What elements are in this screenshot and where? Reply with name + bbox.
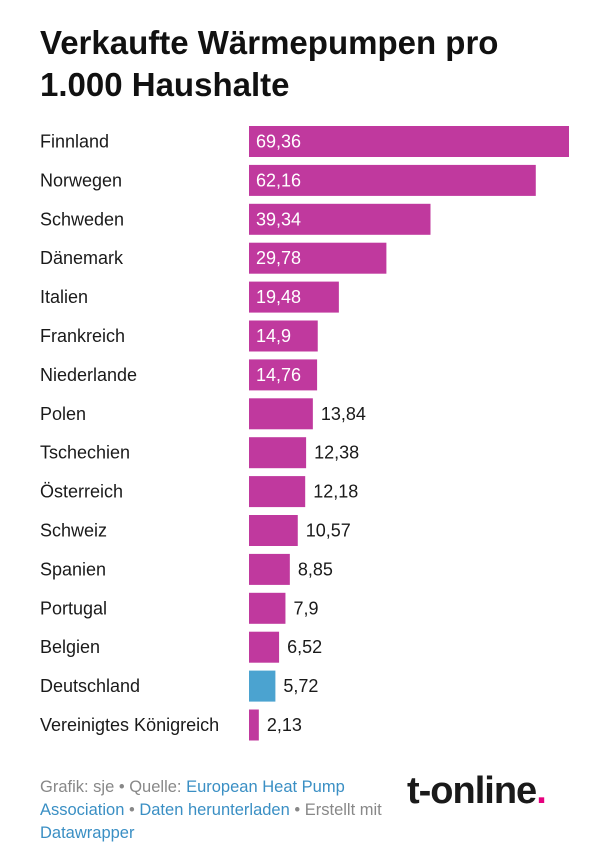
value-label: 12,38 [314,443,359,463]
bar [249,670,276,702]
value-label: 10,57 [306,521,351,541]
value-label: 13,84 [321,404,366,424]
category-label: Belgien [40,637,100,657]
category-label: Vereinigtes Königreich [40,715,219,735]
value-label: 5,72 [283,676,318,696]
bar [249,242,387,274]
category-label: Deutschland [40,676,140,696]
category-label: Schweiz [40,521,107,541]
separator: • [124,801,140,819]
category-label: Portugal [40,598,107,618]
bar [249,203,431,235]
category-label: Finnland [40,132,109,152]
bar [249,515,298,546]
value-label: 7,9 [293,598,318,618]
credit-text: Grafik: sje • Quelle: [40,778,187,796]
datawrapper-link[interactable]: Datawrapper [40,824,135,842]
category-label: Polen [40,404,86,424]
value-label: 6,52 [287,637,322,657]
value-label: 69,36 [256,132,301,152]
source-link[interactable]: European Heat Pump Association [40,778,345,819]
bar [249,709,259,741]
value-label: 29,78 [256,248,301,268]
bar [249,476,306,508]
category-label: Dänemark [40,248,124,268]
created-with-text: • Erstellt mit [289,801,382,819]
bar [249,164,536,196]
t-online-logo: t-online. [407,770,547,813]
bar-chart: Finnland 69,36 Norwegen 62,16 Schweden 39,34 D… [40,126,569,741]
chart-title: Verkaufte Wärmepumpen pro 1.000 Haushalt… [40,24,499,103]
value-label: 19,48 [256,287,301,307]
value-label: 2,13 [267,715,302,735]
category-label: Schweden [40,209,124,229]
bar [249,592,286,624]
category-label: Norwegen [40,170,122,190]
bar [249,553,290,585]
category-label: Frankreich [40,326,125,346]
category-label: Tschechien [40,443,130,463]
category-label: Spanien [40,559,106,579]
bar [249,437,307,469]
category-label: Österreich [40,482,123,502]
value-label: 39,34 [256,209,301,229]
bar [249,398,313,430]
bar [249,631,280,663]
category-label: Niederlande [40,365,137,385]
logo-text: t-online [407,770,537,812]
bar [249,320,318,352]
value-label: 14,9 [256,326,291,346]
value-label: 14,76 [256,365,301,385]
bar [249,126,569,157]
value-label: 12,18 [313,482,358,502]
value-label: 62,16 [256,170,301,190]
bar [249,359,318,391]
bar [249,281,339,313]
value-label: 8,85 [298,559,333,579]
category-label: Italien [40,287,88,307]
chart-footer: Grafik: sje • Quelle: European Heat Pump… [40,776,390,845]
download-data-link[interactable]: Daten herunterladen [139,801,290,819]
logo-dot: . [536,770,547,812]
